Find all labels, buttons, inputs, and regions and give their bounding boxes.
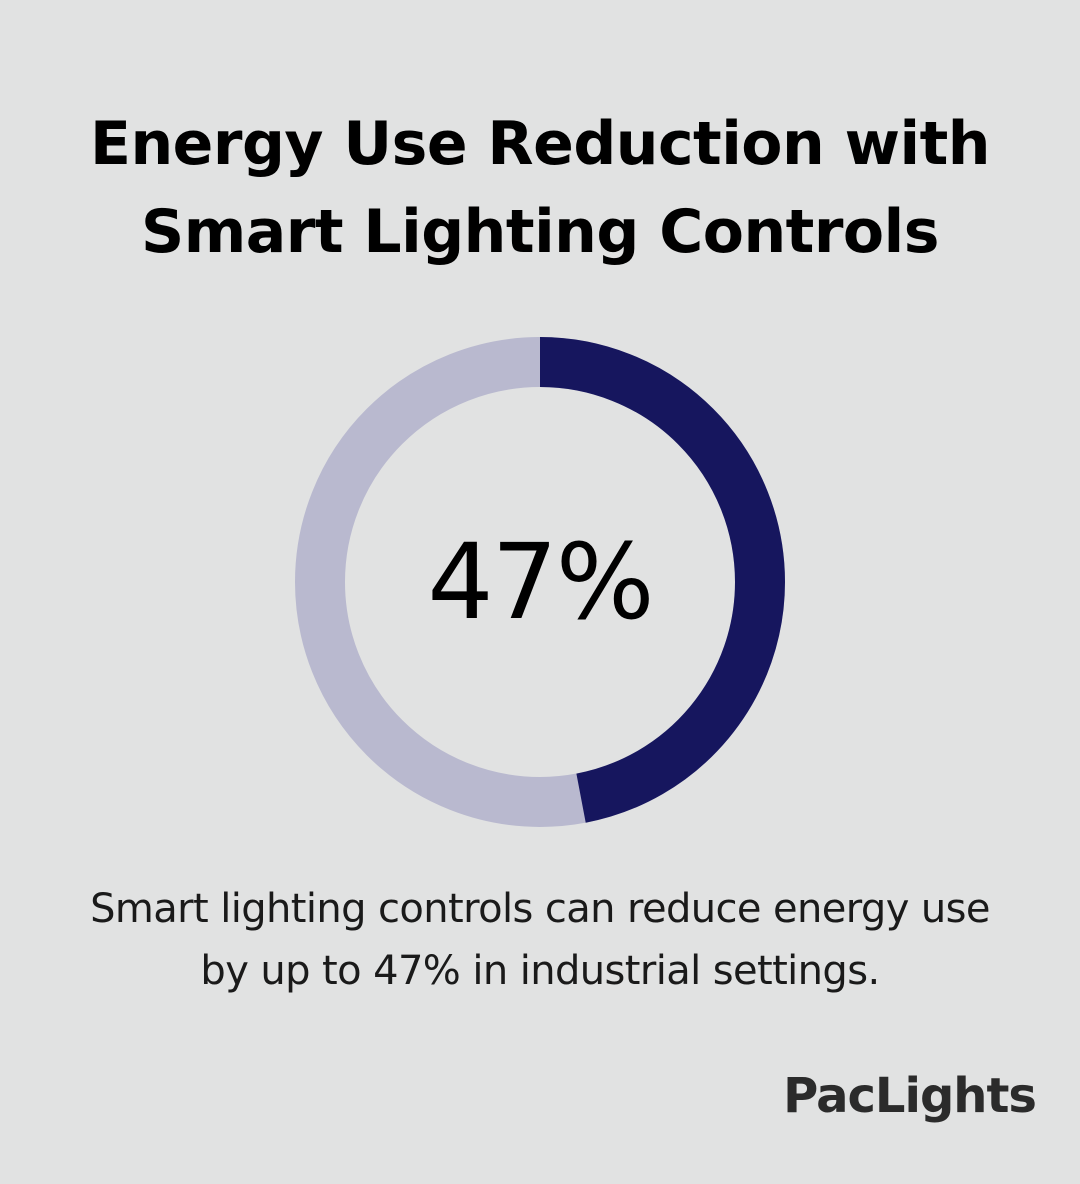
chart-caption-line-2: by up to 47% in industrial settings. bbox=[200, 948, 880, 994]
chart-title-line-1: Energy Use Reduction with bbox=[89, 109, 991, 179]
donut-chart-svg bbox=[295, 337, 785, 827]
chart-caption-line-1: Smart lighting controls can reduce energ… bbox=[90, 886, 990, 932]
donut-chart bbox=[290, 332, 790, 832]
chart-title: Energy Use Reduction with Smart Lighting… bbox=[0, 100, 1080, 276]
paclights-logo: PacLights bbox=[783, 1068, 1037, 1124]
donut-center-value: 47% bbox=[427, 521, 654, 643]
chart-caption: Smart lighting controls can reduce energ… bbox=[20, 878, 1060, 1002]
chart-title-line-2: Smart Lighting Controls bbox=[141, 197, 939, 267]
donut-segment-reduction bbox=[295, 337, 785, 827]
